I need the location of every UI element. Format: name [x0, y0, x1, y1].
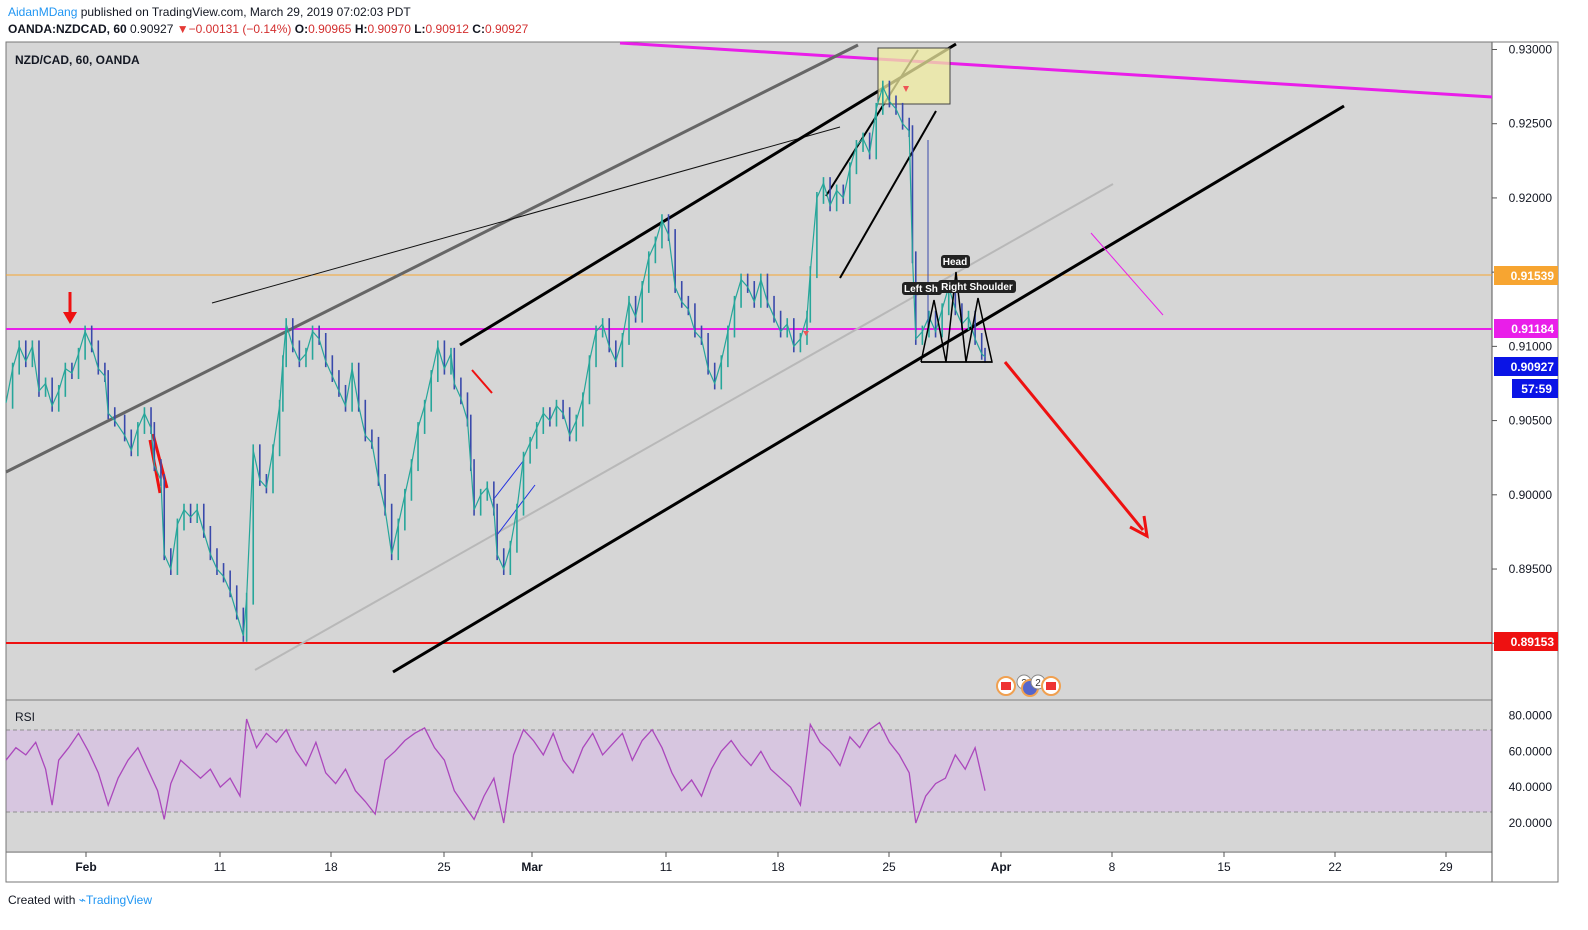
rising-wedge-lower[interactable] — [839, 110, 937, 279]
author-link[interactable]: AidanMDang — [8, 5, 78, 19]
rsi-band — [6, 730, 1492, 812]
change-text: −0.00131 (−0.14%) — [188, 22, 292, 36]
blue-flag-line-2[interactable] — [496, 484, 536, 536]
magenta-level-price-tag: 0.91184 — [1494, 319, 1558, 338]
left-shoulder-label: Left Sh — [902, 282, 942, 295]
time-tick-label: Apr — [991, 860, 1012, 874]
rsi-series-line[interactable] — [5, 718, 986, 824]
tradingview-logo-icon: ⌁ — [78, 893, 86, 907]
magenta-level-price: 0.91184 — [1511, 322, 1554, 336]
blue-flag-line-1[interactable] — [492, 459, 525, 501]
footer: Created with ⌁TradingView — [8, 893, 152, 907]
svg-text:Left Sh: Left Sh — [904, 284, 938, 295]
high-label: H: — [354, 22, 368, 36]
head-label: Head — [941, 255, 970, 268]
time-axis-ticks: Feb 11 18 25 Mar 11 18 25 Apr 8 15 22 29 — [75, 852, 1453, 874]
rsi-axis-ticks: 80.0000 60.0000 40.0000 20.0000 — [1509, 708, 1553, 830]
time-tick-label: 25 — [437, 860, 451, 874]
price-axis-ticks: 0.930000.925000.920000.915000.910000.905… — [1492, 42, 1552, 650]
ohlc-line: OANDA:NZDCAD, 60 0.90927 ▼−0.00131 (−0.1… — [8, 21, 528, 38]
svg-text:Right Shoulder: Right Shoulder — [941, 282, 1013, 293]
time-tick-label: 15 — [1217, 860, 1231, 874]
close-label: C: — [472, 22, 485, 36]
time-tick-label: 18 — [771, 860, 785, 874]
rsi-tick-label: 60.0000 — [1509, 744, 1553, 758]
svg-text:Head: Head — [943, 257, 967, 268]
sell-marker-icon — [803, 331, 809, 336]
right-shoulder-label: Right Shoulder — [938, 280, 1016, 293]
price-tick-label: 0.90000 — [1509, 488, 1553, 502]
publish-text: published on TradingView.com, March 29, … — [77, 5, 411, 19]
price-tick-label: 0.93000 — [1509, 42, 1553, 56]
low-value: 0.90912 — [425, 22, 469, 36]
low-label: L: — [414, 22, 426, 36]
price-tick-label: 0.92500 — [1509, 117, 1553, 131]
red-level-price: 0.89153 — [1511, 635, 1555, 649]
chart-title: NZD/CAD, 60, OANDA — [15, 53, 140, 67]
canada-flag-icon — [1001, 682, 1011, 690]
price-series-line[interactable] — [5, 84, 986, 636]
sell-marker-icon — [903, 86, 909, 92]
rsi-tick-label: 20.0000 — [1509, 816, 1553, 830]
time-tick-label: 22 — [1328, 860, 1342, 874]
time-tick-label: 18 — [324, 860, 338, 874]
open-value: 0.90965 — [308, 22, 352, 36]
magenta-resistance-trendline[interactable] — [619, 41, 1493, 99]
open-label: O: — [294, 22, 309, 36]
down-triangle-icon: ▼ — [176, 22, 189, 36]
bar-countdown: 57:59 — [1521, 382, 1552, 396]
time-tick-label: 11 — [214, 860, 227, 874]
chart-frame — [5, 41, 1559, 883]
event-flags[interactable]: 2 2 — [996, 674, 1061, 697]
head-shoulders-pattern[interactable] — [920, 271, 993, 363]
orange-level-price: 0.91539 — [1511, 269, 1555, 283]
price-pane[interactable] — [6, 42, 1492, 699]
time-tick-label: 11 — [660, 860, 673, 874]
created-with-text: Created with — [8, 893, 76, 907]
tradingview-brand-link[interactable]: TradingView — [85, 893, 152, 907]
time-tick-label: 25 — [882, 860, 896, 874]
canada-flag-icon — [1046, 682, 1056, 690]
price-tick-label: 0.90500 — [1509, 414, 1553, 428]
gray-channel-trendline[interactable] — [5, 43, 859, 474]
thin-trendline[interactable] — [211, 126, 841, 304]
price-tick-label: 0.89500 — [1509, 562, 1553, 576]
rsi-tick-label: 80.0000 — [1509, 708, 1553, 722]
last-price-tag: 0.90927 57:59 — [1494, 357, 1558, 398]
rsi-title: RSI — [15, 710, 35, 724]
time-tick-label: 29 — [1439, 860, 1453, 874]
chart-header: AidanMDang published on TradingView.com,… — [8, 4, 528, 38]
last-price-text: 0.90927 — [130, 22, 174, 36]
symbol-text: OANDA:NZDCAD, 60 — [8, 22, 127, 36]
time-tick-label: Feb — [75, 860, 96, 874]
high-value: 0.90970 — [367, 22, 411, 36]
time-tick-label: Mar — [521, 860, 543, 874]
red-flag-line-1[interactable] — [471, 369, 493, 394]
publish-line: AidanMDang published on TradingView.com,… — [8, 4, 528, 21]
price-tick-label: 0.91000 — [1509, 339, 1553, 353]
orange-level-price-tag: 0.91539 — [1494, 266, 1558, 285]
close-value: 0.90927 — [484, 22, 529, 36]
red-projection-arrow[interactable] — [1003, 361, 1149, 539]
red-level-price-tag: 0.89153 — [1494, 632, 1558, 651]
upper-channel-trendline[interactable] — [459, 42, 957, 347]
svg-text:2: 2 — [1035, 678, 1041, 689]
time-tick-label: 8 — [1109, 860, 1116, 874]
price-tick-label: 0.92000 — [1509, 191, 1553, 205]
lower-channel-trendline[interactable] — [392, 104, 1345, 674]
magenta-small-line[interactable] — [1090, 232, 1164, 316]
red-down-arrow-small[interactable] — [63, 292, 77, 324]
last-price: 0.90927 — [1511, 360, 1555, 374]
rsi-tick-label: 40.0000 — [1509, 780, 1553, 794]
